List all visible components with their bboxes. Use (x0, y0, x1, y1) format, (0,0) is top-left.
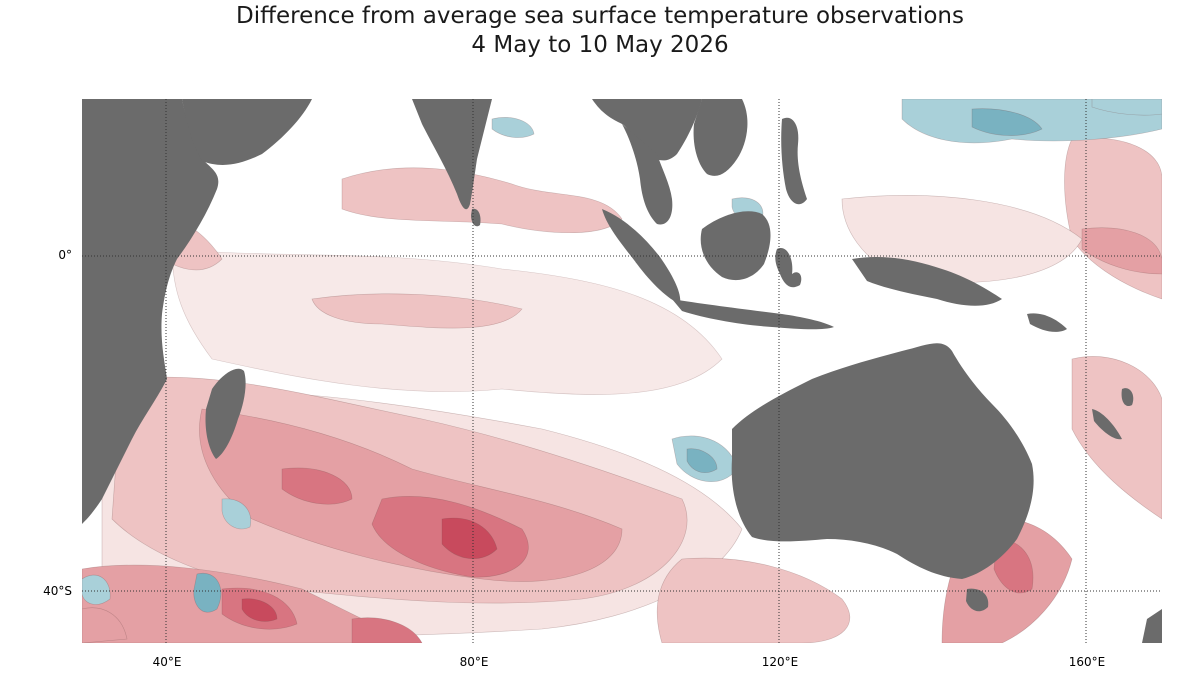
anomaly-region (491, 117, 535, 138)
land-arabia (182, 99, 312, 165)
land-sumatra (602, 209, 681, 304)
land-java (672, 299, 834, 330)
land-india (412, 99, 492, 210)
anomaly-region (1091, 99, 1162, 116)
x-tick-label: 40°E (152, 655, 182, 669)
title-line-1: Difference from average sea surface temp… (236, 3, 964, 29)
land-borneo (700, 211, 771, 281)
anomaly-region (1064, 137, 1162, 300)
anomaly-region (82, 574, 111, 605)
y-tick-label: 40°S (43, 584, 72, 598)
anomaly-region (82, 607, 128, 643)
land-tasmania (966, 588, 989, 612)
land-australia (731, 343, 1034, 579)
land-madagascar (205, 368, 246, 459)
anomaly-region (441, 517, 498, 559)
sst-anomaly-map (82, 99, 1162, 643)
anomaly-region (341, 167, 623, 234)
map-plot-area (82, 99, 1162, 643)
land-africa (82, 99, 219, 524)
anomaly-region (311, 293, 523, 329)
land-solomon-islands (1027, 313, 1067, 332)
land-sulawesi (775, 248, 802, 288)
land-new-caledonia (1092, 409, 1122, 440)
y-tick-label: 0° (58, 248, 72, 262)
anomaly-region (351, 617, 423, 643)
land-new-guinea (852, 257, 1002, 306)
land-vanuatu (1121, 388, 1134, 407)
anomaly-region (221, 498, 252, 530)
anomaly-region (971, 108, 1043, 136)
land-indochina (622, 124, 673, 225)
anomaly-region (1081, 227, 1162, 275)
title-line-2: 4 May to 10 May 2026 (471, 32, 729, 58)
land-se-asia (592, 99, 702, 161)
land-nz-corner (1142, 609, 1162, 643)
anomaly-region (281, 467, 353, 505)
x-tick-label: 120°E (761, 655, 799, 669)
land-philippines (781, 117, 807, 205)
anomaly-region (241, 598, 278, 622)
gridlines (82, 99, 1162, 643)
land-layer (82, 99, 1162, 643)
x-tick-label: 160°E (1068, 655, 1106, 669)
anomaly-region (193, 572, 222, 613)
anomaly-region (656, 557, 851, 643)
anomaly-region (686, 448, 718, 473)
x-tick-label: 80°E (459, 655, 489, 669)
land-indochina-east (693, 99, 748, 176)
map-title: Difference from average sea surface temp… (0, 2, 1200, 60)
